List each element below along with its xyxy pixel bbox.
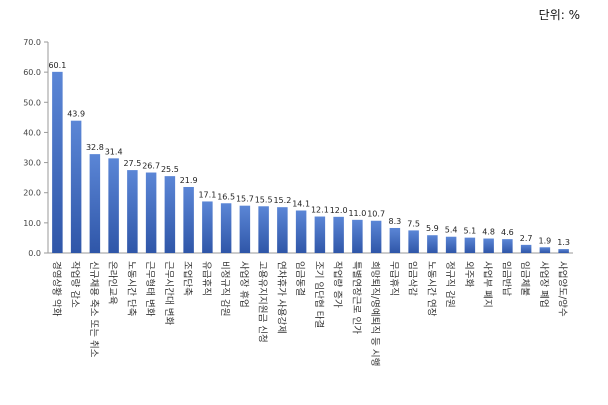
category-label: 특별연장근로 인가 [350, 261, 361, 334]
category-label: 비정규직 감원 [219, 261, 231, 316]
category-label: 조기 임단협 타결 [313, 261, 325, 328]
data-label: 31.4 [105, 147, 123, 156]
bar [52, 71, 63, 253]
data-label: 21.9 [180, 176, 198, 185]
bar [502, 239, 513, 253]
category-label: 경영상황 악화 [50, 261, 62, 317]
category-label: 연차휴가 사용강제 [275, 261, 287, 334]
bar [520, 244, 532, 253]
bar [89, 154, 101, 253]
category-label: 작업량 증가 [332, 261, 344, 308]
data-label: 8.3 [389, 217, 402, 226]
bar [408, 230, 419, 253]
bar [483, 238, 494, 253]
data-label: 15.2 [273, 196, 291, 205]
category-label: 유급휴직 [200, 261, 211, 296]
bar [239, 205, 251, 253]
data-label: 2.7 [520, 234, 533, 243]
data-label: 15.5 [255, 195, 273, 204]
category-label: 희망퇴직/명예퇴직 등 시행 [369, 261, 381, 366]
bar [70, 120, 82, 254]
data-label: 5.1 [464, 227, 477, 236]
bar [295, 210, 307, 253]
data-label: 5.4 [445, 226, 458, 235]
bar [202, 201, 213, 253]
data-label: 43.9 [67, 110, 85, 119]
y-tick-label: 60.0 [23, 68, 41, 77]
data-label: 7.5 [407, 219, 420, 228]
y-tick-label: 70.0 [23, 38, 41, 47]
category-label: 조업단축 [182, 261, 194, 296]
data-label: 11.0 [348, 209, 366, 218]
category-label: 외주화 [463, 261, 475, 287]
category-label: 사업장 폐업 [538, 261, 550, 308]
data-label: 4.6 [501, 228, 514, 237]
bar [145, 172, 157, 253]
y-tick-label: 10.0 [23, 219, 41, 228]
bar [108, 158, 119, 253]
category-label: 근무형태 변화 [144, 261, 155, 317]
bar [427, 235, 438, 253]
bar [258, 206, 269, 253]
data-label: 17.1 [198, 190, 216, 199]
y-tick-label: 30.0 [23, 159, 41, 168]
category-label: 임금삭감 [407, 261, 419, 296]
data-label: 1.3 [557, 238, 570, 247]
category-label: 정규직 감원 [444, 261, 456, 308]
bar [352, 219, 363, 253]
category-label: 임금체불 [519, 261, 531, 296]
data-label: 5.9 [426, 224, 439, 233]
bar [314, 216, 326, 253]
bar [277, 207, 288, 253]
data-label: 15.7 [236, 195, 254, 204]
y-tick-label: 40.0 [23, 128, 41, 137]
category-label: 사업부 폐지 [482, 261, 494, 308]
category-label: 노동시간 연장 [425, 261, 436, 317]
category-label: 임금반납 [500, 261, 512, 296]
unit-label: 단위: % [538, 8, 580, 22]
bar [370, 220, 382, 253]
bar [445, 236, 457, 253]
y-tick-label: 50.0 [23, 98, 41, 107]
category-label: 무급휴직 [388, 261, 399, 296]
bar [164, 176, 176, 253]
bar [558, 249, 569, 253]
bar [539, 247, 551, 253]
data-label: 25.5 [161, 165, 179, 174]
data-label: 60.1 [48, 61, 66, 70]
category-label: 고용유지지원금 신청 [257, 261, 268, 343]
data-label: 10.7 [367, 210, 385, 219]
bar [183, 186, 194, 253]
category-label: 온라인교육 [107, 261, 118, 305]
data-label: 14.1 [292, 199, 310, 208]
data-label: 12.0 [330, 206, 348, 215]
y-tick-label: 0.0 [28, 249, 41, 258]
category-label: 사업장 휴업 [238, 261, 250, 308]
category-label: 노동시간 단축 [125, 261, 136, 317]
category-label: 사업양도/양수 [557, 261, 569, 317]
data-label: 32.8 [86, 143, 104, 152]
data-label: 12.1 [311, 206, 329, 215]
data-label: 26.7 [142, 162, 160, 171]
bar [333, 216, 344, 253]
data-label: 4.8 [482, 228, 495, 237]
y-tick-label: 20.0 [23, 189, 41, 198]
category-label: 임금동결 [294, 261, 306, 296]
bar [220, 203, 232, 253]
bar [464, 237, 476, 253]
category-label: 근무시간대 변화 [163, 261, 174, 325]
data-label: 27.5 [123, 159, 141, 168]
data-label: 1.9 [539, 236, 552, 245]
bar [127, 170, 138, 253]
data-label: 16.5 [217, 192, 235, 201]
category-label: 신규채용 축소 또는 취소 [88, 261, 99, 358]
category-label: 작업량 감소 [69, 261, 81, 308]
bar [389, 227, 401, 253]
